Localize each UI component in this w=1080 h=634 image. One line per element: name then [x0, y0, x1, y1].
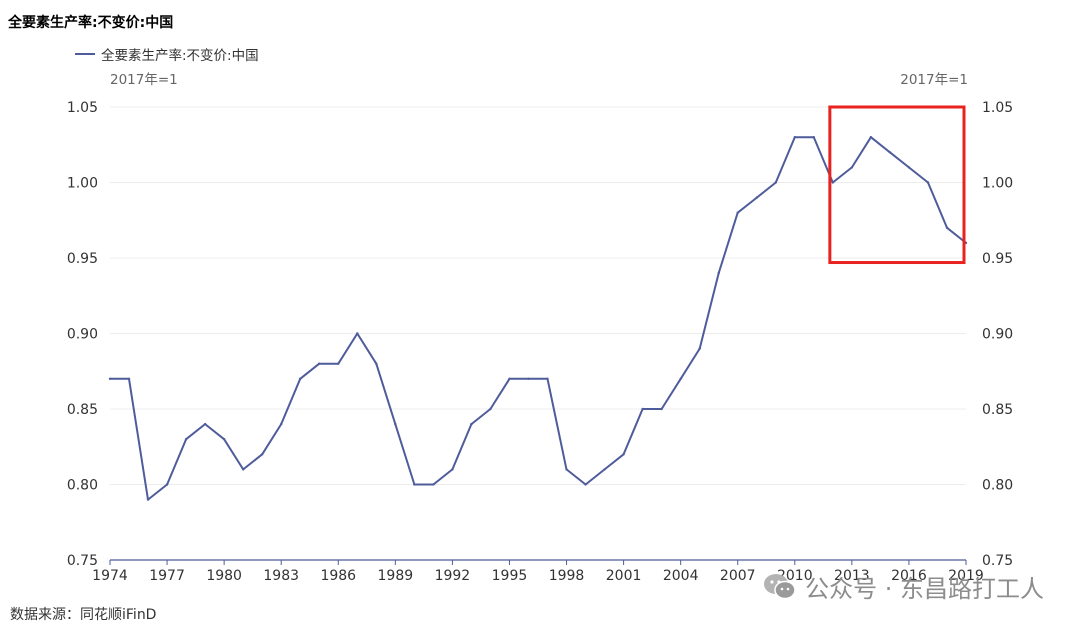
y-tick-label-right: 0.90	[982, 327, 1013, 343]
data-point	[679, 377, 682, 380]
y-tick-label-right: 0.80	[982, 478, 1013, 494]
x-tick-label: 1980	[206, 568, 242, 584]
y-tick-label-left: 1.05	[67, 100, 98, 116]
y-tick-label-left: 0.80	[67, 478, 98, 494]
data-point	[432, 483, 435, 486]
wechat-icon	[764, 573, 796, 599]
data-point	[127, 377, 131, 380]
data-point	[203, 422, 207, 426]
watermark-text: 公众号 · 东昌路打工人	[805, 575, 1044, 603]
data-source: 数据来源：同花顺iFinD	[10, 607, 157, 623]
data-point	[831, 181, 835, 184]
data-point	[146, 498, 150, 501]
data-point	[926, 181, 930, 184]
data-point	[755, 196, 758, 199]
data-point	[356, 332, 359, 335]
x-tick-label: 2013	[834, 568, 870, 584]
legend-label: 全要素生产率:不变价:中国	[101, 48, 259, 64]
x-tick-label: 1974	[92, 568, 128, 584]
data-point	[584, 483, 587, 486]
data-point	[318, 362, 321, 365]
y-tick-label-right: 1.05	[982, 100, 1013, 116]
data-point	[241, 468, 245, 471]
data-point	[698, 347, 701, 350]
data-point	[222, 438, 226, 441]
data-point	[907, 166, 911, 169]
x-tick-label: 2004	[663, 568, 699, 584]
y-tick-label-right: 0.95	[982, 251, 1013, 267]
data-point	[888, 151, 892, 154]
data-point	[108, 377, 112, 380]
y-tick-label-left: 0.95	[67, 251, 98, 267]
x-tick-label: 2019	[948, 568, 984, 584]
data-point	[527, 377, 530, 380]
data-point	[869, 136, 873, 139]
data-point	[375, 362, 378, 365]
legend: 全要素生产率:不变价:中国	[75, 44, 259, 64]
left-axis-unit: 2017年=1	[110, 72, 178, 88]
data-point	[793, 136, 796, 139]
data-point	[184, 438, 188, 441]
data-point	[470, 422, 473, 426]
y-tick-label-right: 0.85	[982, 402, 1013, 418]
y-tick-label-left: 0.85	[67, 402, 98, 418]
x-tick-label: 1995	[492, 568, 528, 584]
x-tick-label: 2007	[720, 568, 756, 584]
data-point	[774, 181, 777, 184]
data-point	[413, 483, 416, 486]
x-tick-label: 2016	[891, 568, 927, 584]
y-tick-label-right: 1.00	[982, 176, 1013, 192]
data-point	[641, 407, 644, 411]
data-point	[394, 422, 397, 426]
data-point	[736, 211, 739, 214]
data-point	[603, 468, 606, 471]
y-tick-label-left: 0.75	[67, 553, 98, 569]
x-tick-label: 1983	[263, 568, 299, 584]
x-tick-label: 1992	[435, 568, 471, 584]
x-tick-label: 1989	[378, 568, 414, 584]
highlight-box	[828, 105, 966, 265]
data-point	[260, 453, 264, 456]
data-point	[508, 377, 511, 380]
data-point	[717, 271, 720, 275]
chart-title: 全要素生产率:不变价:中国	[8, 15, 174, 31]
y-tick-label-left: 1.00	[67, 176, 98, 192]
data-point	[565, 468, 568, 471]
series-line	[110, 136, 967, 501]
x-tick-label: 2001	[606, 568, 642, 584]
data-point	[165, 483, 169, 486]
x-tick-label: 1977	[149, 568, 185, 584]
watermark: 公众号 · 东昌路打工人	[763, 569, 1044, 604]
data-point	[299, 377, 302, 380]
x-tick-label: 1998	[549, 568, 585, 584]
data-point	[945, 226, 949, 229]
data-point	[337, 362, 340, 365]
data-point	[812, 136, 816, 139]
data-point	[280, 422, 283, 426]
data-point	[451, 468, 454, 471]
x-tick-label: 1986	[320, 568, 356, 584]
y-tick-label-left: 0.90	[67, 327, 98, 343]
data-point	[489, 407, 492, 411]
data-point	[622, 453, 625, 456]
y-tick-label-right: 0.75	[982, 553, 1013, 569]
data-point	[660, 407, 663, 411]
data-point	[850, 166, 854, 169]
data-point	[546, 377, 549, 380]
right-axis-unit: 2017年=1	[900, 72, 968, 88]
legend-swatch	[75, 53, 95, 55]
